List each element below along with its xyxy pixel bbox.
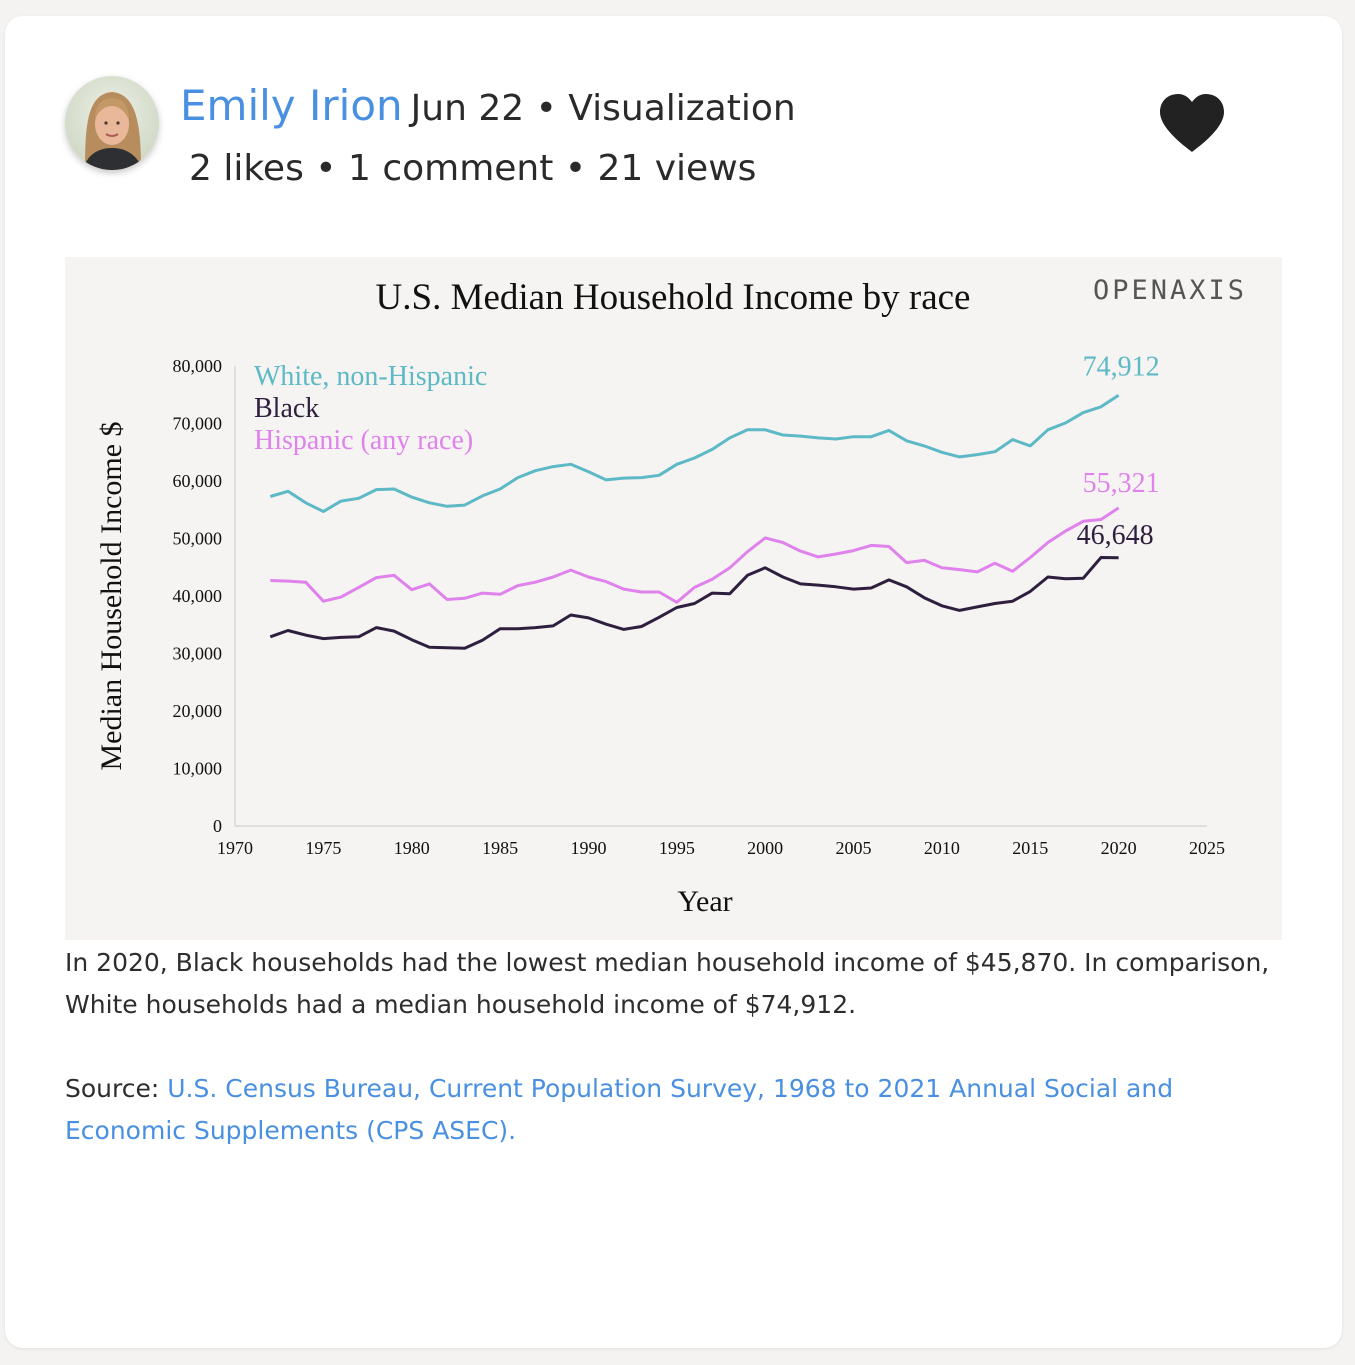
x-tick-label: 1975	[305, 838, 341, 858]
y-tick-label: 40,000	[173, 586, 223, 606]
y-tick-label: 10,000	[173, 759, 223, 779]
x-tick-label: 1985	[482, 838, 518, 858]
chart-image: U.S. Median Household Income by race OPEN…	[65, 257, 1282, 940]
x-tick-label: 2020	[1101, 838, 1137, 858]
x-tick-label: 1980	[394, 838, 430, 858]
legend-entry: White, non-Hispanic	[254, 361, 487, 392]
y-tick-label: 0	[213, 816, 222, 836]
separator: •	[564, 148, 587, 189]
post-category: Visualization	[568, 88, 796, 129]
post-stats: 2 likes • 1 comment • 21 views	[189, 144, 756, 194]
brand-logo: OPENAXIS	[1093, 275, 1247, 306]
x-tick-label: 2000	[747, 838, 783, 858]
source-label: Source:	[65, 1074, 160, 1103]
series-line	[269, 394, 1120, 513]
income-line-chart: U.S. Median Household Income by race OPEN…	[95, 275, 1247, 918]
x-tick-label: 2005	[836, 838, 872, 858]
post-date: Jun 22	[410, 88, 525, 129]
x-tick-label: 2025	[1189, 838, 1225, 858]
x-tick-label: 1970	[217, 838, 253, 858]
data-label-end: 55,321	[1083, 468, 1160, 499]
heart-icon	[1160, 94, 1224, 152]
data-label-end: 74,912	[1083, 351, 1160, 382]
y-tick-label: 20,000	[173, 701, 223, 721]
y-tick-label: 80,000	[173, 356, 223, 376]
separator: •	[535, 88, 557, 129]
x-tick-label: 1990	[570, 838, 606, 858]
views-count: 21 views	[597, 148, 757, 189]
y-tick-label: 50,000	[173, 529, 223, 549]
post-caption: In 2020, Black households had the lowest…	[65, 948, 1270, 1019]
x-axis-label: Year	[677, 885, 732, 918]
like-button[interactable]	[1156, 92, 1228, 156]
chart-title: U.S. Median Household Income by race	[376, 277, 971, 318]
source-link[interactable]: U.S. Census Bureau, Current Population S…	[65, 1074, 1174, 1145]
source-line: Source: U.S. Census Bureau, Current Popu…	[65, 1068, 1285, 1152]
legend-entry: Black	[254, 393, 319, 424]
likes-count: 2 likes	[189, 148, 304, 189]
series-line	[270, 506, 1120, 604]
x-tick-label: 2010	[924, 838, 960, 858]
comments-count: 1 comment	[347, 148, 554, 189]
author-link[interactable]: Emily Irion	[180, 81, 403, 130]
author-avatar[interactable]	[65, 76, 159, 170]
x-tick-label: 2015	[1012, 838, 1048, 858]
separator: •	[315, 148, 337, 189]
y-tick-label: 30,000	[173, 644, 223, 664]
y-tick-label: 60,000	[173, 471, 223, 491]
data-label-end: 46,648	[1077, 520, 1154, 551]
legend-entry: Hispanic (any race)	[254, 425, 473, 456]
series-line	[269, 556, 1119, 650]
post-header: Emily Irion Jun 22 • Visualization	[180, 78, 796, 143]
x-tick-label: 1995	[659, 838, 695, 858]
y-axis-label: Median Household Income $	[95, 421, 128, 770]
y-tick-label: 70,000	[173, 414, 223, 434]
